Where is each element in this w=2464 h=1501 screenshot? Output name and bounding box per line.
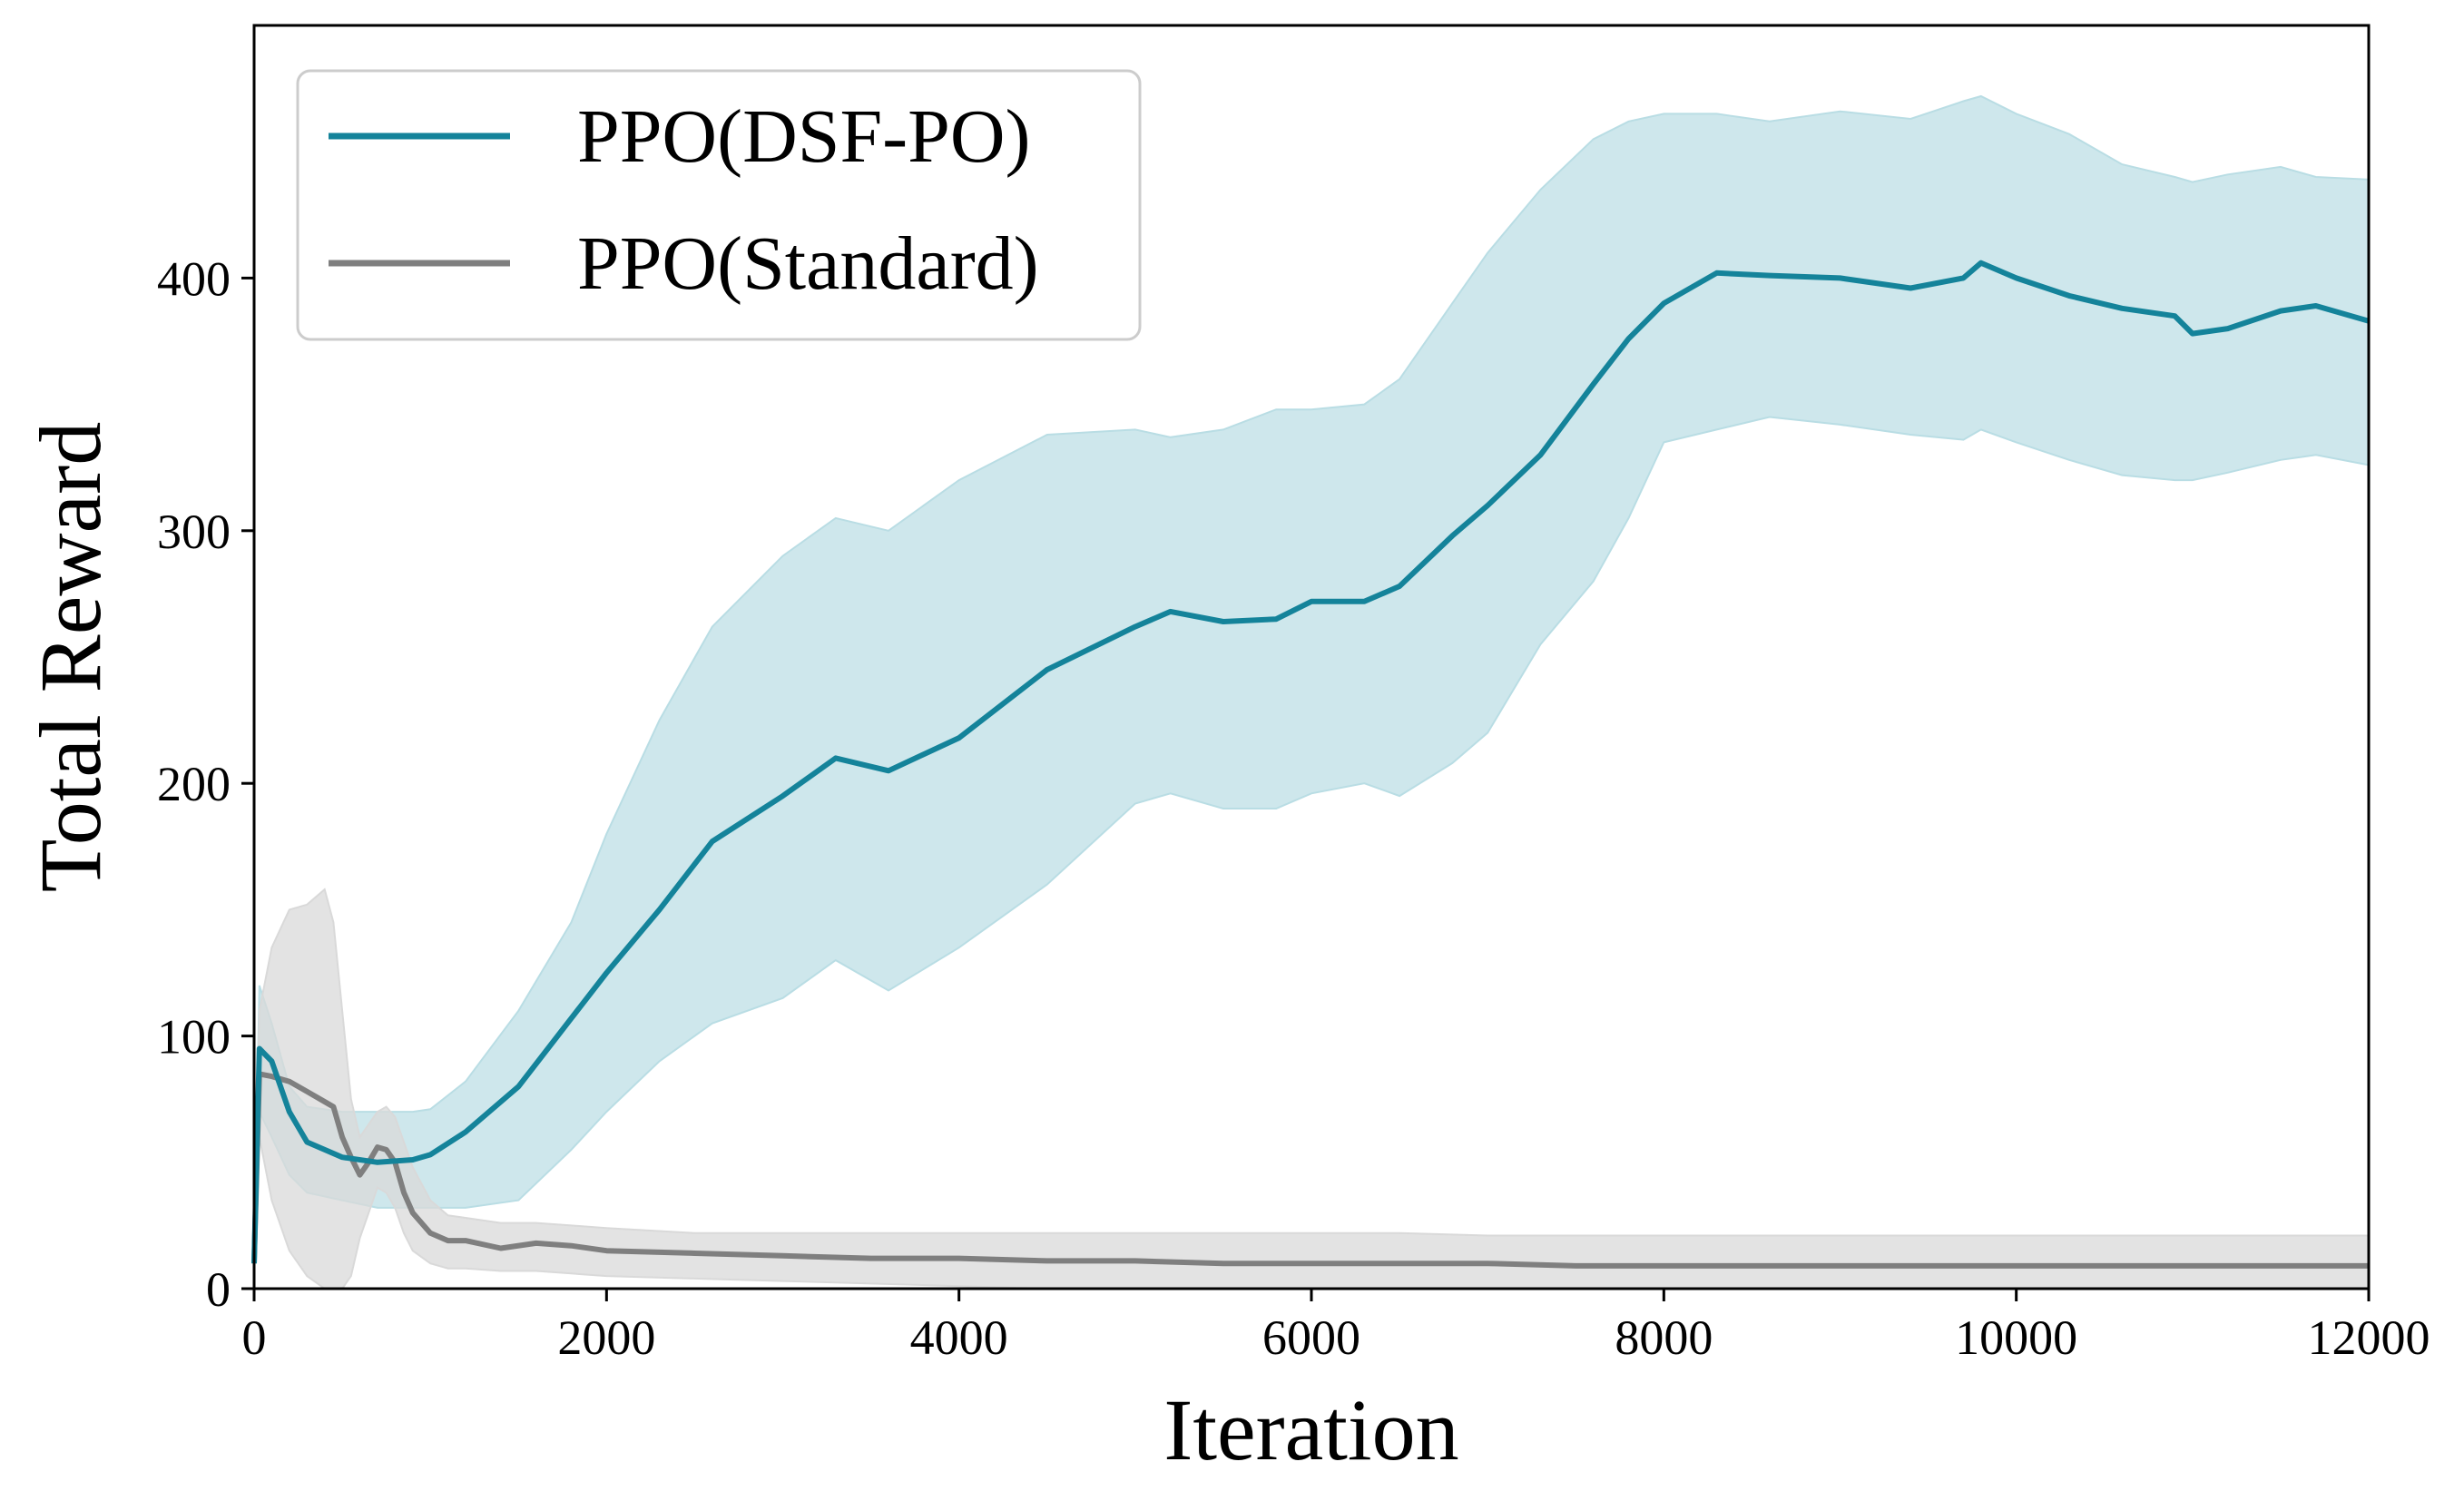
x-tick-label: 10000 bbox=[1955, 1310, 2077, 1365]
series-lines bbox=[251, 260, 2370, 1269]
y-tick-label: 0 bbox=[206, 1262, 231, 1317]
y-tick-label: 200 bbox=[157, 757, 231, 811]
y-axis-label: Total Reward bbox=[22, 422, 119, 892]
legend: PPO(DSF-PO) PPO(Standard) bbox=[296, 69, 1142, 341]
x-axis-label: Iteration bbox=[1163, 1381, 1458, 1478]
y-axis-ticks: 0 100 200 300 400 bbox=[157, 251, 254, 1317]
y-tick-label: 100 bbox=[157, 1010, 231, 1064]
x-tick-label: 6000 bbox=[1262, 1310, 1360, 1365]
x-tick-label: 8000 bbox=[1615, 1310, 1713, 1365]
x-tick-label: 4000 bbox=[910, 1310, 1008, 1365]
x-axis-ticks: 0 2000 4000 6000 8000 10000 12000 bbox=[242, 1289, 2430, 1365]
x-tick-label: 2000 bbox=[557, 1310, 655, 1365]
legend-label-1: PPO(DSF-PO) bbox=[577, 94, 1031, 179]
x-tick-label: 0 bbox=[242, 1310, 267, 1365]
legend-label-2: PPO(Standard) bbox=[577, 221, 1039, 306]
series-line-1 bbox=[251, 260, 2370, 1264]
y-tick-label: 400 bbox=[157, 251, 231, 306]
x-tick-label: 12000 bbox=[2308, 1310, 2430, 1365]
series-line-2 bbox=[251, 1071, 2369, 1269]
y-tick-label: 300 bbox=[157, 505, 231, 559]
